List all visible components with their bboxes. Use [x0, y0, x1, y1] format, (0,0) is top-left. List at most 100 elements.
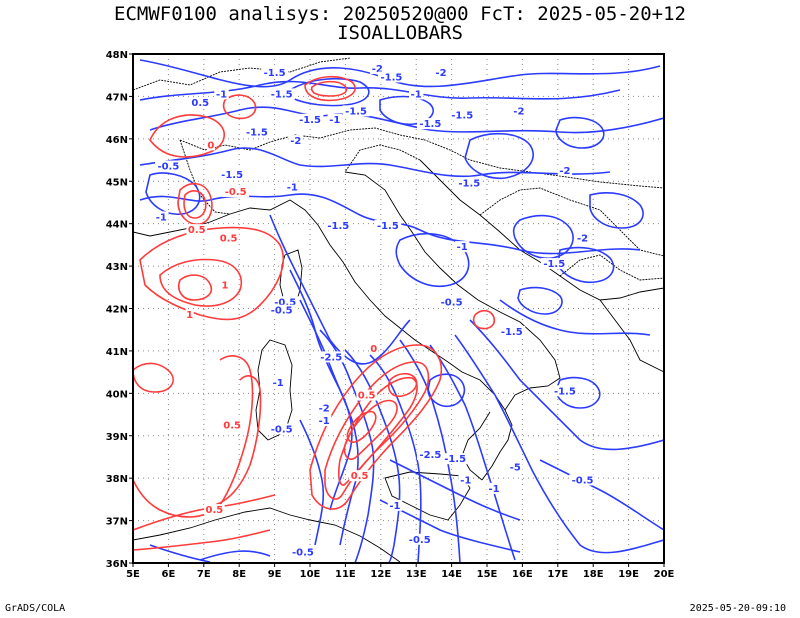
lat-tick-label: 47N: [106, 92, 128, 103]
contour-label-bg: [455, 241, 470, 253]
contour-label-bg: [316, 402, 332, 414]
contour-label: -1.5: [377, 221, 399, 232]
contour-label: -1: [460, 475, 471, 486]
lon-tick-label: 13E: [406, 569, 427, 580]
contour-label-bg: [416, 448, 444, 460]
lat-tick-label: 39N: [106, 432, 128, 443]
contour-label-bg: [204, 504, 225, 516]
contour-label-bg: [409, 88, 424, 100]
contour-label-bg: [268, 304, 296, 316]
contour-label-bg: [416, 118, 444, 130]
lat-tick-label: 46N: [106, 135, 128, 146]
contour-label-bg: [387, 499, 403, 511]
contour-label: -0.5: [292, 548, 314, 559]
contour-label-bg: [154, 211, 169, 223]
contour-label-bg: [316, 415, 332, 427]
contour-label: -2.5: [320, 352, 342, 363]
contour-label: -1: [411, 89, 422, 100]
contour-label-bg: [285, 181, 300, 193]
contour-label: -1: [287, 183, 298, 194]
contour-label-bg: [220, 279, 230, 291]
lon-tick-label: 16E: [512, 569, 533, 580]
contour-label-bg: [189, 96, 211, 108]
contour-label-bg: [271, 296, 299, 308]
contour-label-bg: [441, 453, 469, 465]
lon-tick-label: 11E: [335, 569, 356, 580]
contour-label: -2.5: [419, 450, 441, 461]
contour-label: -1.5: [380, 72, 402, 83]
contour-label: -1: [156, 212, 167, 223]
contour-label: -1: [389, 501, 400, 512]
contour-label: -1: [329, 115, 340, 126]
render-timestamp: 2025-05-20-09:10: [689, 603, 786, 614]
contour-label-bg: [569, 474, 596, 486]
contour-label: -2: [435, 68, 446, 79]
contour-label: -1: [273, 378, 284, 389]
contour-label-bg: [268, 423, 296, 435]
contour-label-bg: [186, 224, 208, 236]
lon-tick-label: 20E: [654, 569, 675, 580]
contour-label: -2: [513, 106, 524, 117]
contour-label: -1.5: [345, 106, 367, 117]
contour-label-bg: [342, 105, 370, 117]
contour-label-bg: [222, 185, 250, 197]
contour-label: -0.5: [274, 297, 296, 308]
contour-label: -2: [290, 136, 301, 147]
contour-label: -1.5: [543, 259, 565, 270]
contour-label: 0.5: [191, 98, 209, 109]
contour-label-bg: [218, 169, 246, 181]
lat-tick-label: 43N: [106, 262, 128, 273]
contour-label-bg: [288, 135, 304, 147]
contour-label-bg: [261, 67, 288, 79]
contour-label: -1.5: [554, 386, 576, 397]
lon-tick-label: 8E: [232, 569, 246, 580]
contour-label-bg: [356, 389, 377, 401]
contour-label: -2: [319, 403, 330, 414]
contour-label: -0.5: [572, 475, 594, 486]
lat-tick-label: 41N: [106, 347, 128, 358]
lon-tick-label: 7E: [197, 569, 211, 580]
contour-label: 0.5: [220, 234, 238, 245]
lon-tick-label: 15E: [477, 569, 498, 580]
contour-label-bg: [268, 88, 296, 100]
contour-label-bg: [370, 62, 385, 74]
contour-label-bg: [433, 67, 449, 79]
contour-label-bg: [185, 308, 194, 320]
contour-label-bg: [438, 296, 465, 308]
contour-label: -1.5: [264, 68, 286, 79]
contour-label: 0.5: [188, 225, 206, 236]
contour-label: -1.5: [444, 454, 466, 465]
contour-label-bg: [406, 533, 434, 545]
lat-tick-label: 38N: [106, 474, 128, 485]
contour-label: -0.5: [271, 425, 293, 436]
contour-label: 1: [186, 310, 193, 321]
contour-label-bg: [458, 474, 473, 486]
map-axes: 5E 6E 7E 8E 9E 10E 11E 12E 13E 14E 15E 16E 17E 18E 19E…: [106, 50, 675, 580]
contour-label: 0.5: [351, 471, 369, 482]
contour-label: -1.5: [501, 327, 523, 338]
contour-label: -1: [319, 416, 330, 427]
contour-label-bg: [218, 232, 239, 244]
contour-label-bg: [270, 376, 286, 388]
lon-tick-label: 18E: [583, 569, 604, 580]
contour-label: -1: [216, 89, 227, 100]
lat-tick-label: 42N: [106, 305, 128, 316]
lat-tick-label: 37N: [106, 517, 128, 528]
lon-tick-label: 14E: [441, 569, 462, 580]
contour-label: 0.5: [206, 505, 224, 516]
coastlines: [133, 57, 664, 563]
contour-label: 0.5: [358, 391, 376, 402]
lon-tick-label: 5E: [126, 569, 140, 580]
contour-label: 1: [222, 280, 229, 291]
lat-tick-label: 44N: [106, 220, 128, 231]
lon-tick-label: 10E: [300, 569, 321, 580]
contour-label-bg: [324, 219, 352, 231]
contour-label: -1.5: [271, 89, 293, 100]
contour-label-bg: [378, 71, 405, 83]
lon-tick-label: 9E: [268, 569, 282, 580]
contour-label-bg: [557, 164, 573, 176]
contour-label: -1.5: [327, 221, 349, 232]
contour-label-bg: [498, 325, 526, 337]
lat-tick-label: 40N: [106, 389, 128, 400]
contour-label-bg: [486, 482, 502, 494]
